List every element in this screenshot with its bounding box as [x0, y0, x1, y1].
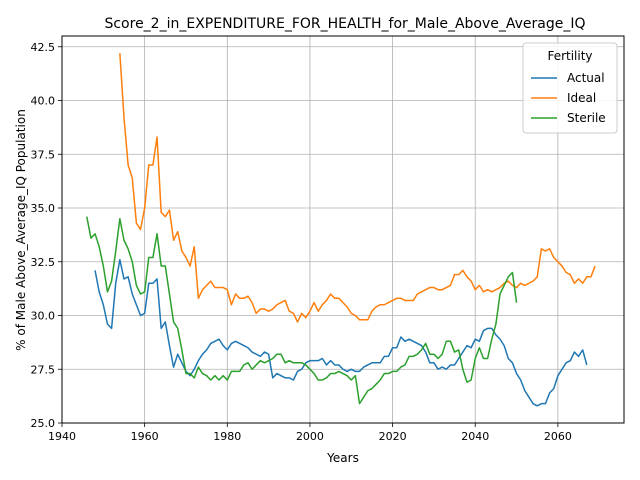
- legend-label-actual: Actual: [567, 71, 605, 85]
- plot-frame: [61, 35, 625, 424]
- y-tick-label: 37.5: [31, 148, 56, 161]
- y-tick-label: 27.5: [31, 363, 56, 376]
- x-tick-label: 2040: [461, 430, 489, 443]
- series-lines: [86, 53, 596, 407]
- legend-box: [522, 42, 618, 134]
- legend: Fertility Actual Ideal Sterile: [522, 42, 618, 134]
- y-tick-label: 40.0: [31, 95, 56, 108]
- series-line-ideal: [119, 53, 596, 323]
- x-tick-label: 1980: [213, 430, 241, 443]
- legend-title: Fertility: [547, 49, 592, 63]
- x-tick-label: 2000: [296, 430, 324, 443]
- legend-label-ideal: Ideal: [567, 91, 596, 105]
- series-line-actual: [94, 258, 588, 407]
- legend-label-sterile: Sterile: [567, 111, 606, 125]
- x-tick-label: 1940: [48, 430, 76, 443]
- y-tick-label: 32.5: [31, 256, 56, 269]
- x-axis-label: Years: [326, 451, 359, 465]
- y-axis-label: % of Male Above_Average_IQ Population: [14, 109, 28, 351]
- x-tick-label: 1960: [131, 430, 159, 443]
- series-line-sterile: [86, 216, 518, 405]
- x-tick-label: 2020: [379, 430, 407, 443]
- chart-title: Score_2_in_EXPENDITURE_FOR_HEALTH_for_Ma…: [104, 16, 585, 32]
- axes: 1940 1960 1980 2000 2020 2040 2060 25.0 27.5 30.0…: [31, 41, 572, 443]
- y-tick-label: 35.0: [31, 202, 56, 215]
- x-tick-label: 2060: [544, 430, 572, 443]
- y-tick-label: 30.0: [31, 310, 56, 323]
- y-tick-label: 42.5: [31, 41, 56, 54]
- y-tick-label: 25.0: [31, 417, 56, 430]
